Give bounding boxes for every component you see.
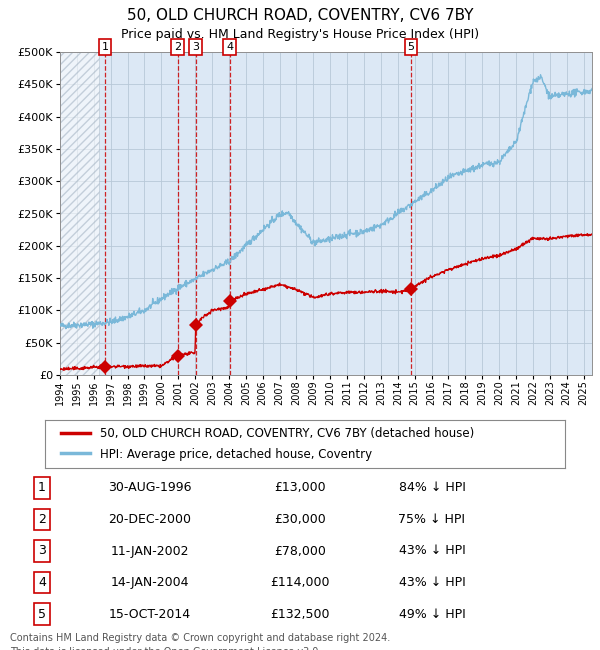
Text: 1: 1 — [38, 481, 46, 494]
Text: 4: 4 — [226, 42, 233, 52]
Text: 4: 4 — [38, 576, 46, 589]
Text: 43% ↓ HPI: 43% ↓ HPI — [398, 576, 466, 589]
Legend: 50, OLD CHURCH ROAD, COVENTRY, CV6 7BY (detached house), HPI: Average price, det: 50, OLD CHURCH ROAD, COVENTRY, CV6 7BY (… — [56, 422, 479, 465]
Text: 5: 5 — [407, 42, 415, 52]
Text: 30-AUG-1996: 30-AUG-1996 — [108, 481, 192, 494]
Text: 43% ↓ HPI: 43% ↓ HPI — [398, 545, 466, 558]
Text: 5: 5 — [38, 608, 46, 621]
Text: 2: 2 — [174, 42, 181, 52]
Text: 2: 2 — [38, 513, 46, 526]
Text: £114,000: £114,000 — [270, 576, 330, 589]
Text: Price paid vs. HM Land Registry's House Price Index (HPI): Price paid vs. HM Land Registry's House … — [121, 28, 479, 41]
Text: 75% ↓ HPI: 75% ↓ HPI — [398, 513, 466, 526]
Text: 3: 3 — [38, 545, 46, 558]
Text: 49% ↓ HPI: 49% ↓ HPI — [398, 608, 466, 621]
Bar — [60, 52, 99, 375]
Text: 1: 1 — [101, 42, 109, 52]
Text: 20-DEC-2000: 20-DEC-2000 — [109, 513, 191, 526]
Text: 84% ↓ HPI: 84% ↓ HPI — [398, 481, 466, 494]
Text: £13,000: £13,000 — [274, 481, 326, 494]
Text: £132,500: £132,500 — [270, 608, 330, 621]
Text: 15-OCT-2014: 15-OCT-2014 — [109, 608, 191, 621]
Text: 14-JAN-2004: 14-JAN-2004 — [111, 576, 189, 589]
Text: £78,000: £78,000 — [274, 545, 326, 558]
Text: Contains HM Land Registry data © Crown copyright and database right 2024.
This d: Contains HM Land Registry data © Crown c… — [10, 633, 390, 650]
Text: 50, OLD CHURCH ROAD, COVENTRY, CV6 7BY: 50, OLD CHURCH ROAD, COVENTRY, CV6 7BY — [127, 8, 473, 23]
Text: £30,000: £30,000 — [274, 513, 326, 526]
Text: 11-JAN-2002: 11-JAN-2002 — [111, 545, 189, 558]
Text: 3: 3 — [192, 42, 199, 52]
